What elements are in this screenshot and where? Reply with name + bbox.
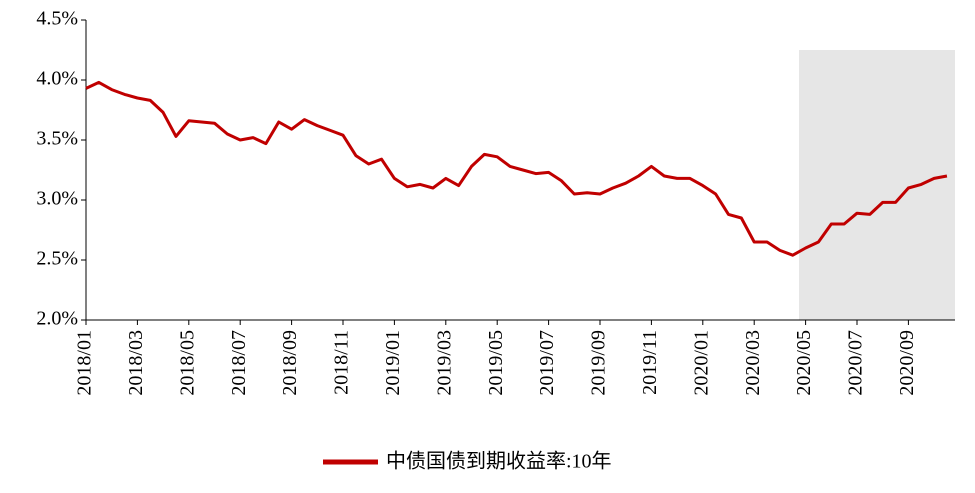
x-tick-label: 2018/11 [331, 330, 353, 395]
x-tick-label: 2019/05 [485, 330, 507, 396]
y-tick-label: 4.5% [36, 8, 78, 30]
x-tick-label: 2019/07 [536, 330, 558, 396]
x-tick-label: 2018/03 [125, 330, 147, 396]
legend-label: 中债国债到期收益率:10年 [386, 450, 612, 473]
x-tick-label: 2019/11 [639, 330, 661, 395]
x-tick-label: 2019/09 [588, 330, 610, 396]
x-tick-label: 2018/09 [279, 330, 301, 396]
x-tick-label: 2020/05 [793, 330, 815, 396]
y-tick-label: 4.0% [36, 68, 78, 90]
x-tick-label: 2018/01 [74, 330, 96, 396]
y-tick-label: 3.5% [36, 128, 78, 150]
x-tick-label: 2020/09 [896, 330, 918, 396]
x-tick-label: 2020/01 [690, 330, 712, 396]
x-tick-label: 2018/07 [228, 330, 250, 396]
y-tick-label: 2.0% [36, 308, 78, 330]
y-tick-label: 2.5% [36, 248, 78, 270]
x-tick-label: 2018/05 [176, 330, 198, 396]
x-tick-label: 2020/03 [742, 330, 764, 396]
y-tick-label: 3.0% [36, 188, 78, 210]
x-tick-label: 2020/07 [845, 330, 867, 396]
x-tick-label: 2019/03 [433, 330, 455, 396]
x-tick-label: 2019/01 [382, 330, 404, 396]
line-series [85, 80, 948, 257]
highlight-region [799, 50, 955, 320]
